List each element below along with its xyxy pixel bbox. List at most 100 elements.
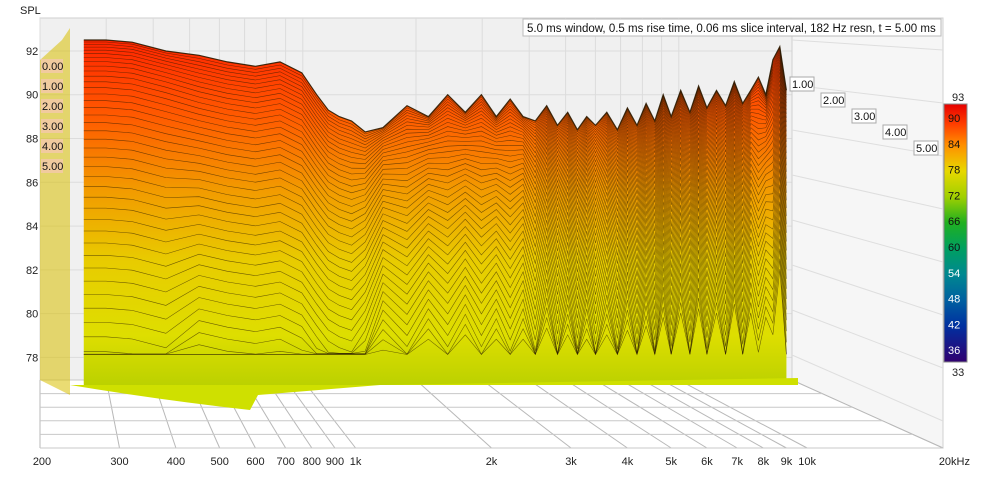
slice-line [83,49,787,143]
x-tick-label: 8k [758,456,770,468]
x-tick-label: 5k [665,456,677,468]
time-labels-left: 0.00 1.00 2.00 3.00 4.00 5.00 [41,59,63,173]
slice-line [83,92,787,207]
time-label-left: 0.00 [42,61,63,73]
slice-line [83,41,787,135]
slice-line [83,39,787,133]
x-tick-label: 200 [33,456,51,468]
colorbar-tick-label: 42 [948,319,960,331]
time-label-right: 2.00 [823,95,844,107]
slice-line [83,59,787,156]
colorbar-max-label: 93 [952,92,964,104]
x-tick-label: 900 [326,456,344,468]
x-tick-label: 3k [565,456,577,468]
colorbar-tick-label: 78 [948,165,960,177]
slice-line [83,201,787,353]
slice-line [83,146,787,281]
y-axis-ticks: 78 80 82 84 86 88 90 92 [26,46,38,364]
x-tick-label: 4k [622,456,634,468]
colorbar-tick-label: 84 [948,139,960,151]
chart-title-box: 5.0 ms window, 0.5 ms rise time, 0.06 ms… [522,18,942,37]
time-label-left: 5.00 [42,161,63,173]
slice-line [83,79,787,187]
time-label-right: 1.00 [792,79,813,91]
colorbar-min-label: 33 [952,367,964,379]
y-tick-label: 88 [26,134,38,146]
slice-line [83,44,787,137]
slice-line [83,126,787,255]
colorbar-tick-label: 60 [948,242,960,254]
slice-line [83,54,787,149]
slice-line [83,153,787,291]
slice-line [83,57,787,152]
slice-line [83,229,787,354]
time-label-left: 1.00 [42,81,63,93]
slice-line [83,62,787,160]
time-label-left: 2.00 [42,101,63,113]
slice-line [83,75,787,181]
colorbar-tick-label: 54 [948,268,960,280]
x-tick-label: 6k [701,456,713,468]
time-label-right: 4.00 [885,127,906,139]
colorbar-tick-label: 36 [948,345,960,357]
slice-line [83,46,787,140]
colorbar-gradient [943,103,968,363]
slice-line [83,108,787,230]
slice-line [83,65,787,165]
slice-line [83,139,787,272]
x-tick-label: 10k [798,456,816,468]
slice-line [83,160,787,301]
x-tick-label: 400 [167,456,185,468]
slice-line [83,83,787,194]
slice-line [83,97,787,215]
y-tick-label: 84 [26,221,38,233]
slice-line [83,168,787,311]
colorbar: 93 33 90 84 78 72 66 60 54 48 42 36 [943,92,968,379]
x-tick-label: 20kHz [939,456,970,468]
y-tick-label: 86 [26,177,38,189]
x-tick-label: 500 [210,456,228,468]
slice-line [83,103,787,222]
x-tick-label: 800 [303,456,321,468]
slice-line [83,184,787,331]
colorbar-tick-label: 66 [948,216,960,228]
x-tick-label: 2k [486,456,498,468]
x-tick-label: 700 [276,456,294,468]
slice-line [83,71,787,175]
chart-title: 5.0 ms window, 0.5 ms rise time, 0.06 ms… [527,23,936,35]
y-tick-label: 90 [26,90,38,102]
time-label-right: 5.00 [916,143,937,155]
colorbar-tick-label: 72 [948,190,960,202]
colorbar-ticks: 90 84 78 72 66 60 54 48 42 36 [948,113,960,357]
slice-line [83,52,787,146]
y-tick-label: 92 [26,46,38,58]
slice-contours [83,39,787,356]
colorbar-tick-label: 48 [948,294,960,306]
slice-line [83,88,787,200]
y-tick-label: 80 [26,309,38,321]
x-tick-label: 600 [246,456,264,468]
slice-line [83,238,787,355]
time-label-left: 3.00 [42,121,63,133]
slice-line [83,132,787,263]
y-axis-title: SPL [20,5,41,17]
time-labels-right: 1.00 2.00 3.00 4.00 5.00 [789,76,939,156]
x-tick-label: 300 [110,456,128,468]
slice-line [83,269,787,356]
colorbar-tick-label: 90 [948,113,960,125]
slice-line [83,193,787,342]
x-tick-label: 9k [781,456,793,468]
slice-line [83,114,787,238]
slice-line [83,210,787,354]
surface-base [70,378,798,410]
x-tick-label: 1k [350,456,362,468]
time-label-left: 4.00 [42,141,63,153]
x-axis-ticks: 200 300 400 500 600 700 800 900 1k 2k 3k 4k 5k 6k 7k 8k… [33,456,970,468]
y-tick-label: 82 [26,265,38,277]
time-label-right: 3.00 [854,111,875,123]
slice-line [83,68,787,169]
slice-line [83,120,787,246]
x-tick-label: 7k [731,456,743,468]
